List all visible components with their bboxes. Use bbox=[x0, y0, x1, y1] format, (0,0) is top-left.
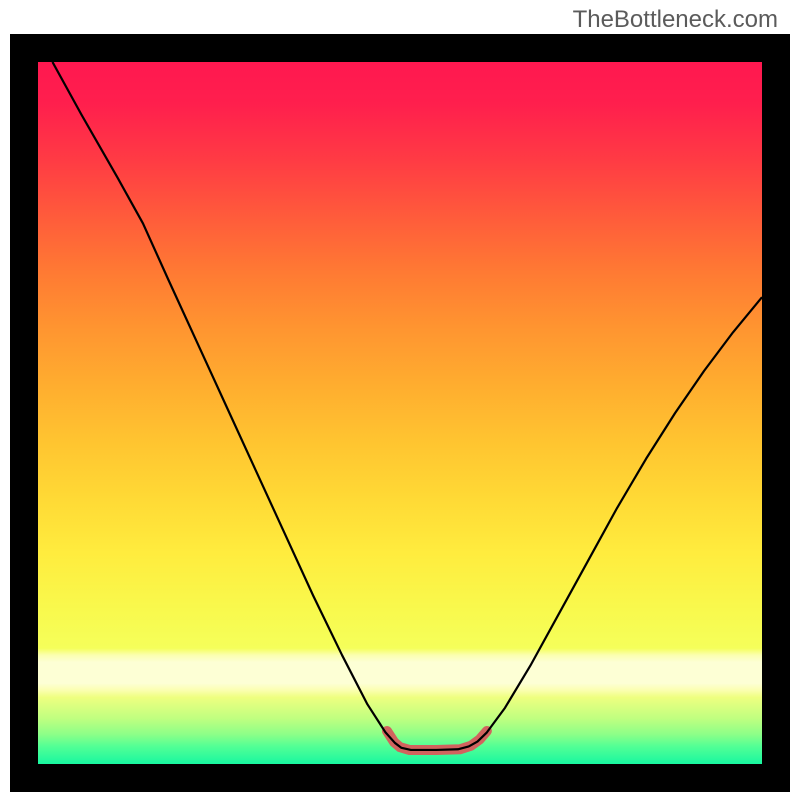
plot-area bbox=[38, 62, 762, 764]
watermark-text: TheBottleneck.com bbox=[573, 6, 778, 34]
chart-background bbox=[38, 62, 762, 764]
chart-svg bbox=[38, 62, 762, 764]
stage: TheBottleneck.com bbox=[0, 0, 800, 800]
